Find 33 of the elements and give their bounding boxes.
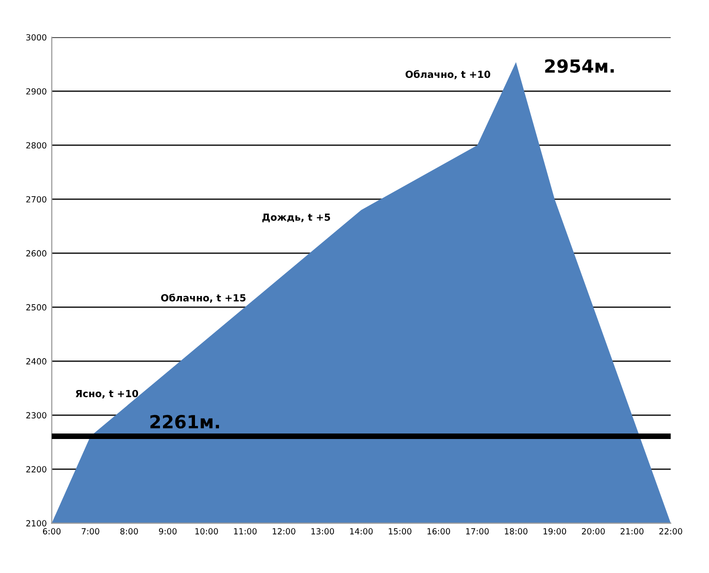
annotation: 2954м.: [545, 59, 614, 73]
y-tick-label: 2600: [26, 250, 46, 256]
x-tick-label: 12:00: [272, 528, 296, 534]
annotation: Облачно, t +10: [406, 70, 490, 80]
x-tick-label: 22:00: [659, 528, 682, 534]
x-tick-label: 11:00: [234, 528, 257, 534]
x-tick-label: 13:00: [311, 528, 334, 534]
y-tick-label: 2700: [26, 196, 46, 202]
x-tick-label: 18:00: [504, 528, 528, 534]
x-tick-label: 14:00: [350, 528, 373, 534]
y-tick-label: 2900: [26, 88, 46, 95]
y-tick-label: 2300: [26, 412, 46, 418]
x-tick-label: 19:00: [544, 528, 566, 534]
x-tick-label: 16:00: [428, 528, 450, 534]
x-tick-label: 17:00: [466, 528, 489, 534]
y-tick-label: 2400: [26, 358, 46, 364]
x-tick-label: 6:00: [42, 528, 61, 534]
x-tick-label: 9:00: [158, 528, 177, 534]
x-tick-label: 8:00: [120, 528, 138, 534]
y-tick-label: 3000: [26, 34, 46, 41]
y-tick-label: 2200: [26, 466, 46, 472]
x-tick-label: 21:00: [620, 528, 644, 534]
ref-line-label: 2261м.: [150, 414, 220, 429]
x-tick-label: 20:00: [582, 528, 605, 534]
y-tick-label: 2100: [26, 520, 46, 526]
y-tick-label: 2800: [26, 142, 46, 149]
x-tick-label: 7:00: [82, 528, 100, 534]
x-tick-label: 10:00: [195, 528, 218, 534]
annotation: Ясно, t +10: [76, 390, 138, 398]
y-tick-label: 2500: [26, 304, 46, 310]
annotation: Облачно, t +15: [161, 294, 246, 303]
annotation: Дождь, t +5: [262, 214, 330, 222]
x-tick-label: 15:00: [388, 528, 412, 534]
